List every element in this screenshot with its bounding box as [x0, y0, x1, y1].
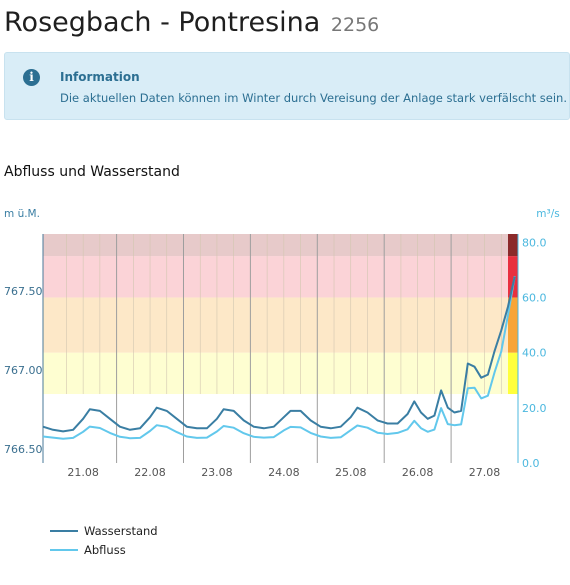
- station-number: 2256: [330, 14, 380, 36]
- legend-line-abfluss: [50, 548, 78, 551]
- right-axis-tick-label: 60.0: [522, 291, 547, 304]
- series-line-wasserstand[interactable]: [42, 276, 516, 433]
- left-axis-tick-label: 767.00: [4, 364, 43, 377]
- chart-legend: Wasserstand Abfluss: [50, 521, 158, 559]
- discharge-water-level-chart[interactable]: m ü.M. m³/s 767.50 767.00 766.50 80.0 60.0 40.0…: [0, 200, 570, 490]
- x-axis-tick-label: 24.08: [268, 466, 300, 479]
- right-axis-tick-label: 80.0: [522, 236, 547, 249]
- page-title: Rosegbach - Pontresina 2256: [4, 4, 379, 44]
- danger-marker-2: [508, 297, 518, 353]
- danger-band-2: [43, 297, 518, 353]
- danger-marker-1: [508, 352, 518, 395]
- legend-label-wasserstand: Wasserstand: [84, 523, 158, 538]
- info-circle-icon: i: [23, 69, 40, 86]
- x-axis-tick-label: 27.08: [469, 466, 501, 479]
- info-title: Information: [60, 70, 140, 84]
- right-axis-tick-label: 40.0: [522, 347, 547, 360]
- info-text: Die aktuellen Daten können im Winter dur…: [60, 91, 568, 105]
- danger-band-4: [43, 234, 518, 257]
- left-axis-tick-label: 766.50: [4, 443, 43, 456]
- section-title: Abfluss und Wasserstand: [4, 164, 180, 180]
- right-axis-tick-label: 20.0: [522, 402, 547, 415]
- x-axis-tick-label: 25.08: [335, 466, 367, 479]
- x-axis-tick-label: 26.08: [402, 466, 434, 479]
- x-axis-tick-label: 23.08: [201, 466, 233, 479]
- danger-marker-3: [508, 256, 518, 298]
- info-alert: i Information Die aktuellen Daten können…: [4, 52, 570, 120]
- left-axis-title: m ü.M.: [4, 208, 40, 220]
- legend-item-abfluss[interactable]: Abfluss: [50, 540, 158, 559]
- x-axis-tick-label: 21.08: [67, 466, 99, 479]
- legend-item-wasserstand[interactable]: Wasserstand: [50, 521, 158, 540]
- danger-marker-4: [508, 234, 518, 257]
- station-name: Rosegbach - Pontresina: [4, 7, 321, 38]
- legend-line-wasserstand: [50, 529, 78, 532]
- right-axis-title: m³/s: [536, 208, 559, 220]
- danger-band-3: [43, 256, 518, 298]
- x-axis-tick-label: 22.08: [134, 466, 166, 479]
- right-axis-tick-label: 0.0: [522, 457, 540, 470]
- danger-band-1: [43, 352, 518, 395]
- left-axis-tick-label: 767.50: [4, 285, 43, 298]
- series-line-abfluss[interactable]: [42, 276, 516, 440]
- legend-label-abfluss: Abfluss: [84, 542, 126, 557]
